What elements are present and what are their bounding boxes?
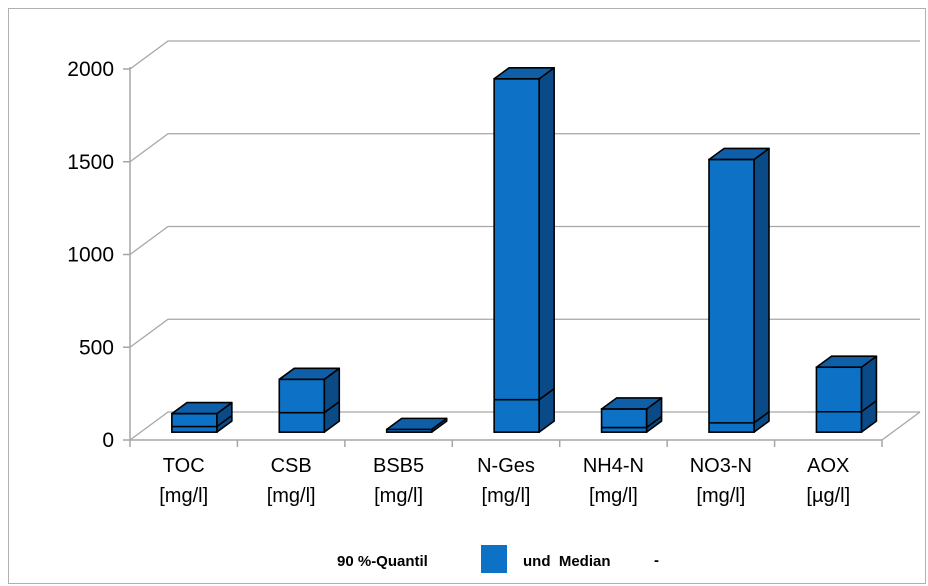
x-category-label: [mg/l]	[267, 485, 316, 507]
legend-quantile-label: 90 %-Quantil	[337, 553, 428, 570]
x-category-label: [µg/l]	[806, 485, 850, 507]
bar-group	[385, 417, 448, 433]
bar-median-marker	[816, 400, 877, 413]
y-tick-label: 2000	[67, 58, 114, 81]
bar-group	[171, 401, 233, 433]
bar-quantile	[278, 378, 326, 433]
x-category-label: N-Ges	[477, 455, 535, 477]
x-category-labels: TOC [mg/l] CSB [mg/l] BSB5 [mg/l] N-Ges [mg/l] N…	[159, 455, 850, 507]
bar-top	[278, 367, 341, 381]
x-category-label: [mg/l]	[374, 485, 423, 507]
bar-top	[708, 147, 770, 161]
bar-top	[815, 355, 878, 369]
x-category-label: [mg/l]	[482, 485, 531, 507]
bars-layer	[171, 66, 878, 433]
bar-side	[538, 66, 555, 433]
bar-group	[493, 66, 555, 433]
bar-quantile	[708, 158, 755, 433]
bar-quantile	[171, 412, 218, 433]
bar-top	[493, 66, 555, 80]
x-category-label: NH4-N	[583, 455, 644, 477]
legend-median-marker: -	[654, 552, 659, 569]
bar-median-marker	[708, 411, 770, 424]
bar-median-marker	[601, 415, 663, 429]
bar-quantile	[493, 77, 540, 433]
x-category-label: TOC	[163, 455, 205, 477]
x-category-label: [mg/l]	[696, 485, 745, 507]
gridline	[129, 40, 920, 70]
floor-edge	[881, 411, 921, 441]
x-category-label: NO3-N	[690, 455, 752, 477]
bar-top	[385, 417, 448, 431]
y-tick-label: 500	[79, 336, 114, 359]
gridline	[129, 411, 920, 441]
bar-group	[600, 397, 663, 433]
bar-median-marker	[279, 401, 340, 414]
gridline	[129, 318, 920, 348]
x-category-label: CSB	[271, 455, 312, 477]
bar-side	[860, 355, 878, 433]
x-category-label: [mg/l]	[589, 485, 638, 507]
y-tick-labels: 0 500 1000 1500 2000	[67, 58, 114, 452]
y-tick-label: 1000	[67, 244, 114, 267]
y-tick-label: 1500	[67, 151, 114, 174]
bar-median-marker	[494, 388, 555, 401]
legend-quantile-swatch	[481, 545, 507, 573]
chart-frame	[8, 8, 926, 584]
bar-group	[708, 147, 770, 433]
gridline	[129, 225, 920, 256]
gridline	[129, 133, 920, 163]
legend: 90 %-Quantil und Median -	[337, 545, 659, 573]
axis-layer	[123, 67, 883, 447]
x-category-label: AOX	[807, 455, 849, 477]
bar-median-marker	[171, 414, 233, 428]
x-category-label: BSB5	[373, 455, 424, 477]
grid-layer	[129, 40, 921, 441]
bar-top	[600, 397, 663, 410]
legend-median-label: und Median	[523, 553, 611, 570]
bar-quantile	[600, 408, 648, 433]
y-tick-label: 0	[102, 429, 114, 452]
bar-group	[278, 367, 341, 433]
x-category-label: [mg/l]	[159, 485, 208, 507]
bar-side	[753, 147, 770, 433]
bar-top	[171, 401, 233, 415]
bar-group	[815, 355, 878, 433]
bar-quantile	[815, 366, 863, 433]
